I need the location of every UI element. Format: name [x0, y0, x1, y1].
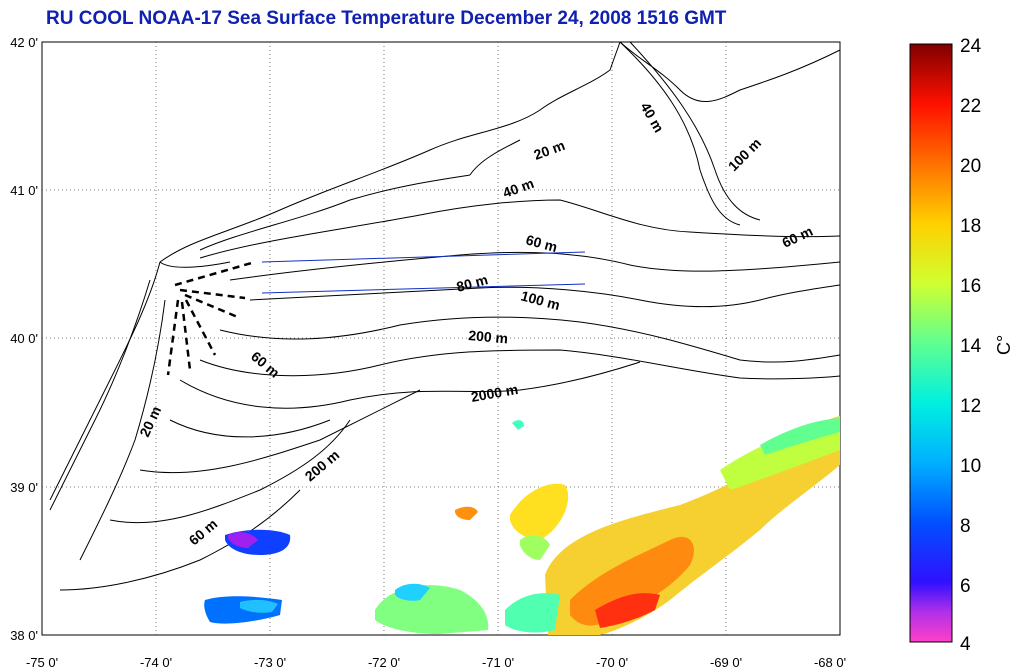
- coastline: [49, 41, 841, 561]
- lat-tick-label: 42 0': [10, 35, 38, 50]
- depth-label: 200 m: [468, 327, 509, 346]
- colorbar-tick-label: 8: [960, 516, 971, 537]
- lon-tick-label: -72 0': [368, 655, 400, 670]
- sst-patches: [204, 416, 840, 635]
- lat-tick-label: 39 0': [10, 480, 38, 495]
- lon-tick-label: -68 0': [814, 655, 846, 670]
- lat-axis: 42 0' 41 0' 40 0' 39 0' 38 0': [10, 35, 38, 643]
- lon-tick-label: -70 0': [596, 655, 628, 670]
- lat-tick-label: 41 0': [10, 183, 38, 198]
- lon-tick-label: -74 0': [140, 655, 172, 670]
- lon-axis: -75 0' -74 0' -73 0' -72 0' -71 0' -70 0…: [26, 655, 846, 670]
- colorbar-tick-label: 18: [960, 216, 981, 237]
- colorbar-tick-label: 22: [960, 96, 981, 117]
- bathymetry-contours: [59, 41, 841, 591]
- colorbar-unit-label: C°: [994, 335, 1014, 355]
- colorbar-tick-label: 12: [960, 396, 981, 417]
- colorbar-tick-label: 14: [960, 336, 982, 357]
- colorbar-tick-label: 16: [960, 276, 981, 297]
- colorbar-tick-label: 6: [960, 576, 971, 597]
- lon-tick-label: -73 0': [254, 655, 286, 670]
- colorbar: [909, 43, 953, 643]
- lat-tick-label: 40 0': [10, 331, 38, 346]
- depth-label: 80 m: [455, 271, 490, 295]
- lat-tick-label: 38 0': [10, 628, 38, 643]
- colorbar-ticks: 24 22 20 18 16 14 12 10 8 6 4: [960, 36, 982, 655]
- colorbar-tick-label: 24: [960, 36, 982, 57]
- dashed-lines: [166, 260, 256, 376]
- depth-label: 60 m: [524, 231, 559, 255]
- colorbar-tick-label: 4: [960, 634, 971, 655]
- map-title: RU COOL NOAA-17 Sea Surface Temperature …: [46, 8, 727, 29]
- lon-tick-label: -75 0': [26, 655, 58, 670]
- transect-lines: [261, 251, 586, 294]
- lon-tick-label: -69 0': [710, 655, 742, 670]
- colorbar-tick-label: 10: [960, 456, 981, 477]
- colorbar-tick-label: 20: [960, 156, 981, 177]
- lon-tick-label: -71 0': [482, 655, 514, 670]
